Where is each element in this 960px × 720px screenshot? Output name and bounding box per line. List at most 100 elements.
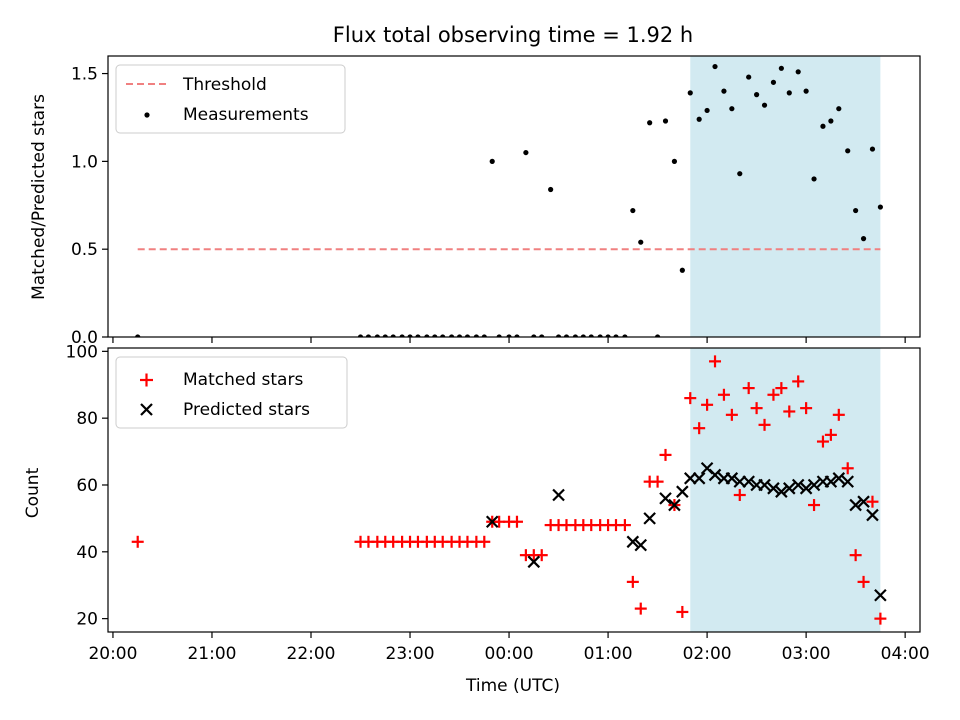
- predicted-stars-point: [485, 515, 499, 529]
- bottom-y-axis-label: Count: [23, 467, 43, 518]
- legend-predicted-swatch: [140, 403, 153, 416]
- measurement-point: [721, 88, 727, 94]
- predicted-stars-point: [857, 495, 870, 508]
- measurement-point: [761, 102, 768, 108]
- measurement-point: [481, 334, 487, 337]
- matched-stars-point: [478, 535, 491, 548]
- measurement-point: [390, 334, 396, 337]
- measurement-point: [572, 334, 578, 337]
- measurement-point: [853, 207, 859, 214]
- matched-stars-point: [510, 515, 523, 528]
- predicted-stars-point: [866, 508, 879, 522]
- measurement-point: [531, 334, 537, 337]
- top-y-tick-label: 1.0: [71, 152, 98, 172]
- measurement-point: [811, 176, 817, 182]
- top-y-tick-label: 0.0: [71, 328, 98, 348]
- predicted-stars-point: [807, 478, 821, 492]
- matched-stars-point: [824, 428, 837, 441]
- measurement-point: [654, 334, 661, 337]
- bottom-y-tick-label: 80: [76, 409, 98, 429]
- measurement-point: [770, 79, 777, 85]
- legend-matched-swatch: [140, 373, 153, 387]
- matched-stars-point: [808, 499, 821, 512]
- predicted-stars-point: [824, 475, 838, 488]
- matched-stars-point: [857, 575, 870, 588]
- matched-stars-point: [684, 392, 697, 405]
- x-tick-label: 00:00: [485, 644, 534, 664]
- measurement-point: [473, 334, 479, 337]
- matched-stars-point: [750, 402, 763, 415]
- bottom-observing-window-shade: [690, 348, 881, 632]
- matched-stars-point: [767, 388, 780, 401]
- x-tick-label: 20:00: [88, 644, 137, 664]
- measurement-point: [638, 239, 644, 245]
- measurement-point: [514, 334, 520, 337]
- bottom-y-axis-ticks: 20 40 60 80 100: [66, 342, 108, 630]
- measurement-point: [489, 158, 495, 164]
- matched-stars-point: [725, 408, 738, 421]
- x-tick-label: 02:00: [683, 644, 732, 664]
- predicted-stars-point: [758, 478, 771, 492]
- measurement-point: [555, 334, 562, 337]
- matched-stars-point: [849, 549, 862, 562]
- legend-measurements-label: Measurements: [183, 105, 309, 125]
- predicted-stars-point: [841, 475, 854, 488]
- bottom-panel: 20 40 60 80 100 20:00 21:00 22:00 23:00 00:00 01:…: [23, 342, 930, 696]
- top-legend: Threshold Measurements: [115, 64, 346, 134]
- matched-stars-point: [659, 448, 672, 461]
- x-tick-label: 21:00: [187, 644, 236, 664]
- measurement-point: [432, 334, 438, 337]
- measurement-point: [539, 334, 545, 337]
- measurement-point: [877, 204, 883, 210]
- x-tick-label: 22:00: [287, 644, 336, 664]
- top-x-axis-ticks: [112, 337, 906, 343]
- matched-stars-point: [800, 402, 813, 415]
- bottom-y-tick-label: 60: [76, 476, 98, 496]
- measurement-point: [671, 158, 678, 164]
- matched-stars-point: [758, 418, 771, 431]
- bottom-y-tick-label: 20: [76, 610, 98, 630]
- measurement-point: [365, 334, 372, 337]
- measurement-point: [746, 74, 752, 80]
- predicted-stars-point: [725, 472, 739, 485]
- predicted-stars-point: [742, 475, 755, 488]
- predicted-stars-point: [552, 488, 565, 502]
- predicted-stars-point: [626, 535, 640, 549]
- predicted-stars-point: [643, 512, 656, 525]
- matched-stars-point: [742, 382, 755, 395]
- measurement-point: [548, 186, 554, 193]
- predicted-stars-point: [791, 478, 805, 492]
- measurement-point: [803, 88, 809, 94]
- bottom-legend-box: [115, 356, 348, 429]
- measurement-point: [135, 334, 141, 337]
- predicted-stars-point: [708, 468, 722, 482]
- predicted-stars-point: [767, 482, 780, 495]
- measurement-point: [754, 92, 760, 98]
- measurement-point: [696, 116, 702, 122]
- x-tick-label: 04:00: [881, 644, 930, 664]
- measurement-point: [415, 334, 421, 337]
- matched-stars-point: [676, 605, 689, 618]
- predicted-stars-point: [799, 482, 813, 495]
- legend-measurements-swatch: [144, 112, 150, 118]
- measurement-point: [622, 334, 628, 337]
- top-y-axis-label: Matched/Predicted stars: [29, 94, 49, 300]
- top-plot-marks: [135, 63, 883, 337]
- measurement-point: [795, 69, 801, 75]
- predicted-stars-point: [683, 472, 697, 485]
- measurement-point: [580, 334, 586, 337]
- measurement-point: [613, 334, 619, 337]
- measurement-point: [687, 90, 693, 96]
- matched-stars-point: [626, 575, 639, 588]
- predicted-stars-point: [634, 538, 648, 552]
- bottom-plot-marks: [131, 355, 887, 625]
- measurement-point: [588, 334, 594, 337]
- measurement-point: [523, 149, 529, 156]
- measurement-point: [357, 334, 364, 337]
- measurement-point: [679, 267, 685, 273]
- predicted-stars-point: [775, 485, 788, 498]
- predicted-stars-point: [676, 485, 689, 498]
- matched-stars-point: [701, 398, 714, 411]
- predicted-stars-point: [527, 555, 541, 569]
